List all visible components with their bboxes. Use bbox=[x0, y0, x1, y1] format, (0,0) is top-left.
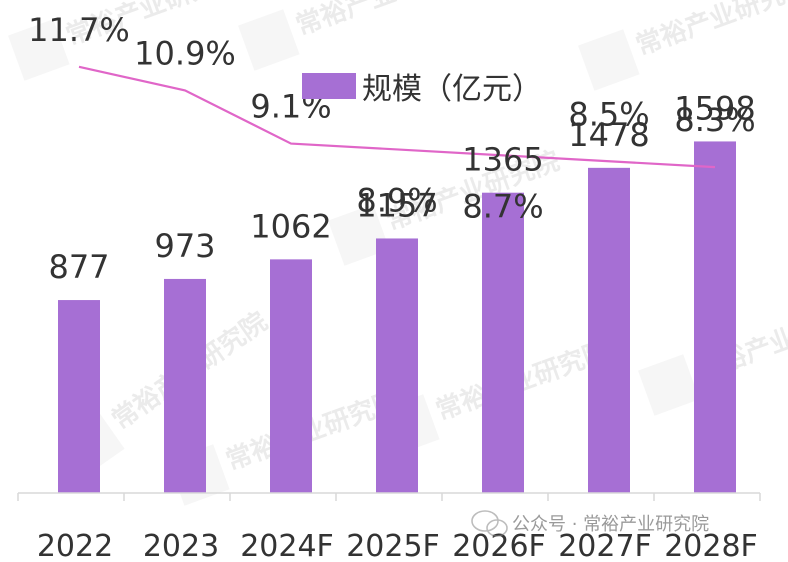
footer-watermark: 公众号 · 常裕产业研究院 bbox=[471, 510, 709, 537]
x-tick-label: 2025F bbox=[346, 529, 440, 562]
bar bbox=[588, 167, 630, 493]
line-value-label: 8.3% bbox=[674, 101, 755, 139]
x-axis: 2022 2023 2024F 2025F 2026F 2027F 2028F bbox=[17, 492, 761, 562]
legend: 规模（亿元） bbox=[302, 72, 542, 107]
line-value-label: 8.7% bbox=[462, 187, 543, 225]
bar bbox=[376, 238, 418, 493]
bar-data-labels: 877 973 1062 1157 1365 1478 1598 bbox=[48, 89, 755, 286]
line-value-label: 8.9% bbox=[356, 181, 437, 219]
x-tick-label: 2024F bbox=[240, 529, 334, 562]
bar bbox=[694, 141, 736, 493]
watermark-text: 常裕产业研究院 bbox=[292, 0, 474, 42]
line-series bbox=[78, 65, 716, 169]
x-tick-label: 2028F bbox=[664, 529, 758, 562]
bar bbox=[482, 192, 524, 493]
bar bbox=[164, 278, 206, 493]
bar-value-label: 1157 bbox=[356, 186, 437, 224]
growth-line bbox=[78, 65, 716, 169]
line-value-label: 10.9% bbox=[134, 34, 236, 72]
x-tick-label: 2023 bbox=[143, 529, 219, 562]
bar-value-label: 1062 bbox=[250, 207, 331, 245]
line-value-label: 11.7% bbox=[28, 11, 130, 49]
watermark-stamp: 常裕产业研究院 bbox=[578, 0, 788, 91]
x-tick-label: 2027F bbox=[558, 529, 652, 562]
legend-swatch bbox=[302, 73, 356, 99]
line-data-labels: 11.7%10.9%9.1%8.9% 8.7%8.5% 8.3% bbox=[28, 11, 755, 226]
bar bbox=[58, 300, 100, 493]
line-value-label: 8.5% bbox=[568, 95, 649, 133]
x-tick-label: 2026F bbox=[452, 529, 546, 562]
watermark-text: 常裕产业研究院 bbox=[632, 0, 788, 62]
watermark-stamp: 常裕产业研究院 bbox=[238, 0, 474, 71]
bar-series bbox=[58, 141, 736, 493]
wechat-icon bbox=[471, 510, 508, 537]
footer-watermark-text: 公众号 · 常裕产业研究院 bbox=[512, 514, 709, 535]
bar-value-label: 1365 bbox=[462, 141, 543, 179]
bar bbox=[270, 259, 312, 493]
bar-value-label: 877 bbox=[48, 248, 109, 286]
bar-value-label: 1478 bbox=[568, 116, 649, 154]
bar-value-label: 1598 bbox=[674, 89, 755, 127]
bar-value-label: 973 bbox=[154, 227, 215, 265]
x-tick-label: 2022 bbox=[37, 529, 113, 562]
legend-label: 规模（亿元） bbox=[362, 72, 542, 107]
